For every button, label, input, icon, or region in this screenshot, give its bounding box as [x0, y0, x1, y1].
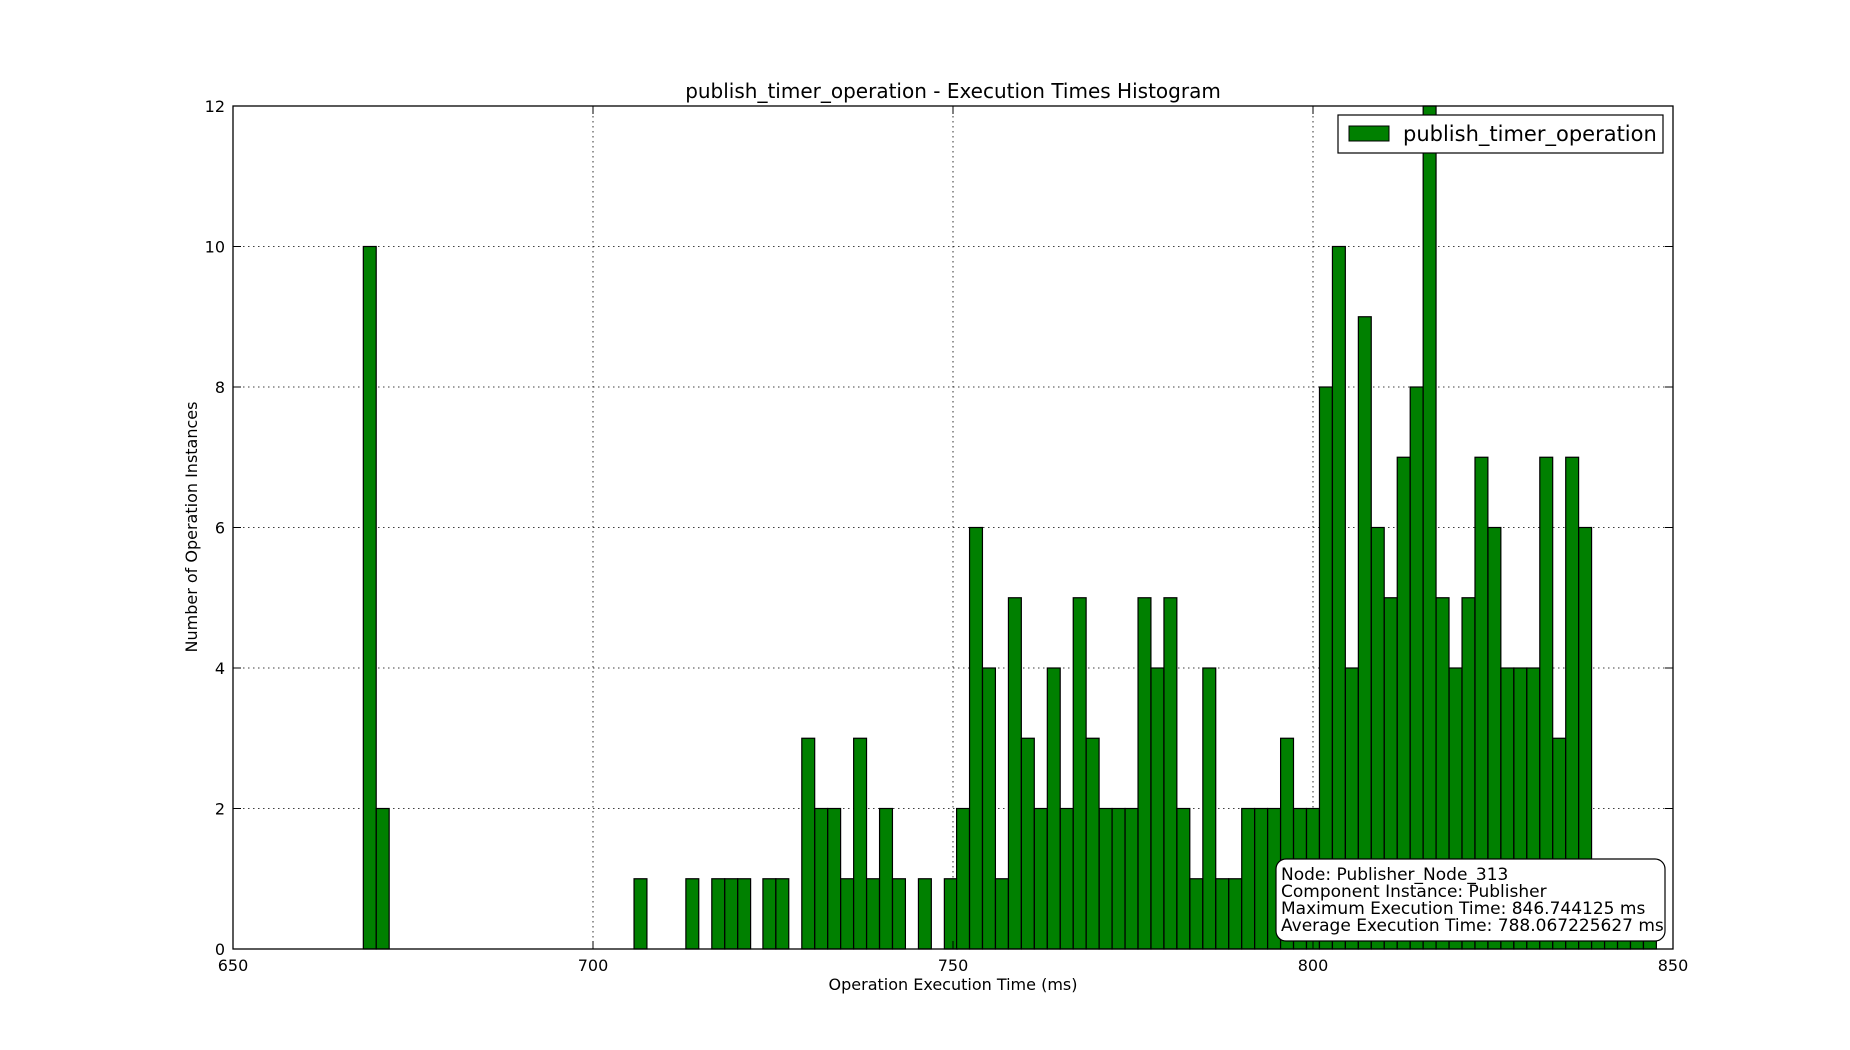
histogram-bar [891, 878, 907, 950]
axis-ticks [232, 105, 1674, 950]
histogram-bar [1163, 597, 1178, 950]
info-annotation: Node: Publisher_Node_313 Component Insta… [1275, 858, 1666, 942]
legend: publish_timer_operation [1337, 114, 1664, 154]
chart-title: publish_timer_operation - Execution Time… [685, 79, 1221, 103]
legend-swatch [1348, 125, 1390, 142]
histogram-bar [1189, 878, 1204, 950]
histogram-bar [633, 878, 648, 950]
x-tick-label: 800 [1298, 956, 1329, 975]
histogram-bar [943, 878, 958, 950]
legend-label: publish_timer_operation [1403, 122, 1657, 147]
histogram-bar [981, 667, 997, 950]
histogram-bar [865, 878, 881, 950]
histogram-bar [724, 878, 739, 950]
histogram-bar [1137, 597, 1152, 950]
histogram-bars [362, 105, 1657, 950]
histogram-bar [775, 878, 790, 950]
histogram-bar [1228, 878, 1243, 950]
histogram-bar [1046, 667, 1061, 950]
histogram-bar [801, 737, 816, 950]
histogram-bar [1085, 737, 1100, 950]
x-tick-label: 650 [218, 956, 249, 975]
histogram-bar [711, 878, 726, 950]
histogram-bar [994, 878, 1009, 950]
x-tick-labels: 650 700 750 800 850 [218, 956, 1689, 975]
histogram-bar [853, 737, 868, 950]
histogram-bar [1111, 807, 1126, 950]
histogram-bar [840, 878, 855, 950]
y-tick-label: 6 [215, 519, 225, 538]
histogram-bar [1059, 807, 1074, 950]
y-tick-label: 2 [215, 800, 225, 819]
histogram-bar [1241, 807, 1256, 950]
info-box [1275, 858, 1666, 942]
info-component: Component Instance: Publisher [1281, 882, 1547, 902]
histogram-bar [362, 245, 377, 950]
info-avg-time: Average Execution Time: 788.067225627 ms [1281, 916, 1664, 936]
info-node: Node: Publisher_Node_313 [1281, 865, 1508, 885]
histogram-bar [1020, 737, 1035, 950]
x-tick-label: 850 [1658, 956, 1689, 975]
histogram-bar [1422, 105, 1437, 950]
histogram-bar [375, 807, 390, 950]
histogram-bar [1331, 245, 1346, 950]
y-tick-label: 4 [215, 659, 225, 678]
histogram-bar [1007, 597, 1022, 950]
histogram-bar [1150, 667, 1165, 950]
histogram-bar [827, 807, 842, 950]
legend-box [1337, 114, 1664, 154]
y-tick-label: 0 [215, 940, 225, 959]
histogram-bar [878, 807, 894, 950]
info-max-time: Maximum Execution Time: 846.744125 ms [1281, 899, 1645, 919]
histogram-bar [1033, 807, 1048, 950]
histogram-bar [762, 878, 777, 950]
x-tick-label: 700 [578, 956, 609, 975]
histogram-bar [814, 807, 829, 950]
histogram-bar [968, 526, 984, 950]
x-tick-label: 750 [938, 956, 969, 975]
histogram-bar [1176, 807, 1191, 950]
histogram-bar [1098, 807, 1113, 950]
histogram-bar [955, 807, 971, 950]
y-tick-labels: 0 2 4 6 8 10 12 [205, 97, 225, 959]
y-tick-label: 8 [215, 378, 225, 397]
histogram-bar [917, 878, 932, 950]
x-axis-label: Operation Execution Time (ms) [829, 975, 1078, 994]
histogram-bar [1254, 807, 1269, 950]
histogram-bar [1124, 807, 1139, 950]
histogram-bar [1357, 316, 1372, 950]
y-tick-label: 10 [205, 238, 225, 257]
histogram-bar [737, 878, 752, 950]
histogram-bar [1202, 667, 1217, 950]
y-tick-label: 12 [205, 97, 225, 116]
histogram-bar [685, 878, 700, 950]
histogram-bar [1072, 597, 1087, 950]
histogram-bar [1215, 878, 1230, 950]
y-axis-label: Number of Operation Instances [182, 402, 201, 653]
